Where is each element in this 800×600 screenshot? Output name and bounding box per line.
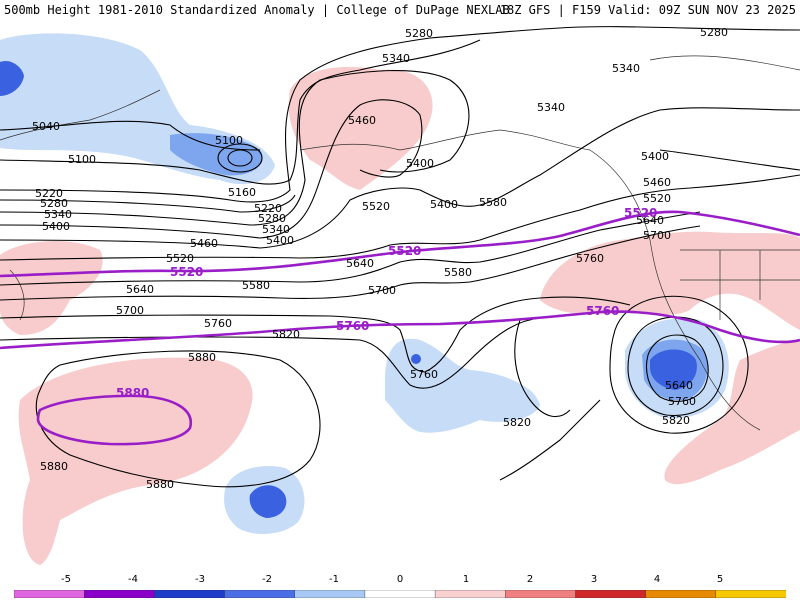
contour-label: 5280 [40, 197, 68, 210]
negative-anomaly-region [0, 60, 24, 96]
reference-label: 5760 [336, 319, 369, 333]
contour-label: 5700 [368, 284, 396, 297]
contour-label: 5520 [362, 200, 390, 213]
colorbar-tick: 2 [526, 574, 534, 585]
reference-label: 5520 [170, 265, 203, 279]
contour-label: 5760 [576, 252, 604, 265]
reference-label: 5520 [624, 206, 657, 220]
contour-label: 5880 [146, 478, 174, 491]
contour-label: 5640 [126, 283, 154, 296]
contour-label: 5400 [42, 220, 70, 233]
positive-anomaly-region [288, 66, 433, 190]
contour-label: 5880 [40, 460, 68, 473]
positive-anomaly-region [664, 340, 800, 485]
contour-label: 5640 [636, 214, 664, 227]
contour-label: 5400 [430, 198, 458, 211]
contour-label: 5820 [503, 416, 531, 429]
contour-label: 5700 [116, 304, 144, 317]
colorbar-scale [14, 590, 786, 598]
colorbar-swatch [364, 590, 436, 598]
contour-label: 5580 [242, 279, 270, 292]
contour-label: 5040 [32, 120, 60, 133]
colorbar-swatch [83, 590, 156, 598]
contour-label: 5340 [262, 223, 290, 236]
colorbar-swatch [154, 590, 226, 598]
contour-label: 5280 [405, 27, 433, 40]
positive-anomaly-region [540, 231, 800, 330]
contour-label: 5100 [68, 153, 96, 166]
contour-label: 5580 [479, 196, 507, 209]
header-bar: 500mb Height 1981-2010 Standardized Anom… [0, 0, 800, 20]
contour-label: 5760 [204, 317, 232, 330]
colorbar-tick: 4 [653, 574, 661, 585]
colorbar-tick: -3 [195, 574, 205, 585]
colorbar-swatch [715, 590, 786, 598]
reference-contours [0, 210, 800, 446]
coastlines [0, 55, 800, 431]
colorbar-tick: 5 [716, 574, 724, 585]
colorbar-swatch [14, 590, 85, 598]
reference-label: 5880 [116, 386, 149, 400]
contour-label: 5100 [215, 134, 243, 147]
contour-label: 5400 [266, 234, 294, 247]
contour-label: 5400 [406, 157, 434, 170]
negative-anomaly-region [650, 349, 697, 390]
contour-label: 5220 [35, 187, 63, 200]
contour-label: 5580 [444, 266, 472, 279]
contour-label: 5820 [272, 328, 300, 341]
run-info: 18Z GFS | F159 Valid: 09Z SUN NOV 23 202… [499, 3, 796, 17]
colorbar-tick: 3 [590, 574, 598, 585]
colorbar-tick: 1 [462, 574, 470, 585]
contour-label: 5520 [166, 252, 194, 265]
contour-label: 5760 [668, 395, 696, 408]
colorbar-swatch [224, 590, 296, 598]
positive-anomaly-region [0, 240, 103, 335]
contour-label: 5340 [612, 62, 640, 75]
contour-label: 5880 [188, 351, 216, 364]
anomaly-shading [0, 33, 800, 565]
colorbar-tick: -5 [61, 574, 71, 585]
colorbar-swatch [645, 590, 717, 598]
height-contours [0, 26, 800, 488]
contour-label: 5820 [662, 414, 690, 427]
colorbar-swatch [294, 590, 366, 598]
contour-label: 5460 [348, 114, 376, 127]
contour-label: 5340 [537, 101, 565, 114]
colorbar-swatch [575, 590, 647, 598]
contour-label: 5400 [641, 150, 669, 163]
contour-label: 5460 [643, 176, 671, 189]
contour-label: 5700 [643, 229, 671, 242]
contour-labels: 5040 5100 5100 5160 5220 5280 5340 5400 … [32, 26, 728, 491]
contour-label: 5340 [382, 52, 410, 65]
contour-label: 5760 [410, 368, 438, 381]
contour-label: 5640 [346, 257, 374, 270]
map-title: 500mb Height 1981-2010 Standardized Anom… [4, 3, 510, 17]
contour-label: 5460 [190, 237, 218, 250]
contour-label: 5160 [228, 186, 256, 199]
colorbar-tick: 0 [396, 574, 404, 585]
contour-label: 5340 [44, 208, 72, 221]
colorbar-tick: -2 [262, 574, 272, 585]
colorbar-tick: -1 [329, 574, 339, 585]
contour-label: 5280 [258, 212, 286, 225]
negative-anomaly-region [385, 338, 540, 433]
positive-anomaly-region [18, 357, 253, 565]
reference-labels: 5520 5520 5520 5760 5760 5880 [116, 206, 657, 400]
negative-anomaly-region [411, 354, 421, 364]
negative-anomaly-region [249, 485, 287, 518]
contour-label: 5520 [643, 192, 671, 205]
colorbar-tick: -4 [128, 574, 138, 585]
contour-label: 5640 [665, 379, 693, 392]
contour-label: 5220 [254, 202, 282, 215]
contour-label: 5280 [700, 26, 728, 39]
reference-label: 5520 [388, 244, 421, 258]
weather-map: 5040 5100 5100 5160 5220 5280 5340 5400 … [0, 20, 800, 570]
closed-contours [217, 143, 263, 173]
reference-label: 5760 [586, 304, 619, 318]
colorbar-swatch [505, 590, 577, 598]
colorbar-swatch [434, 590, 506, 598]
